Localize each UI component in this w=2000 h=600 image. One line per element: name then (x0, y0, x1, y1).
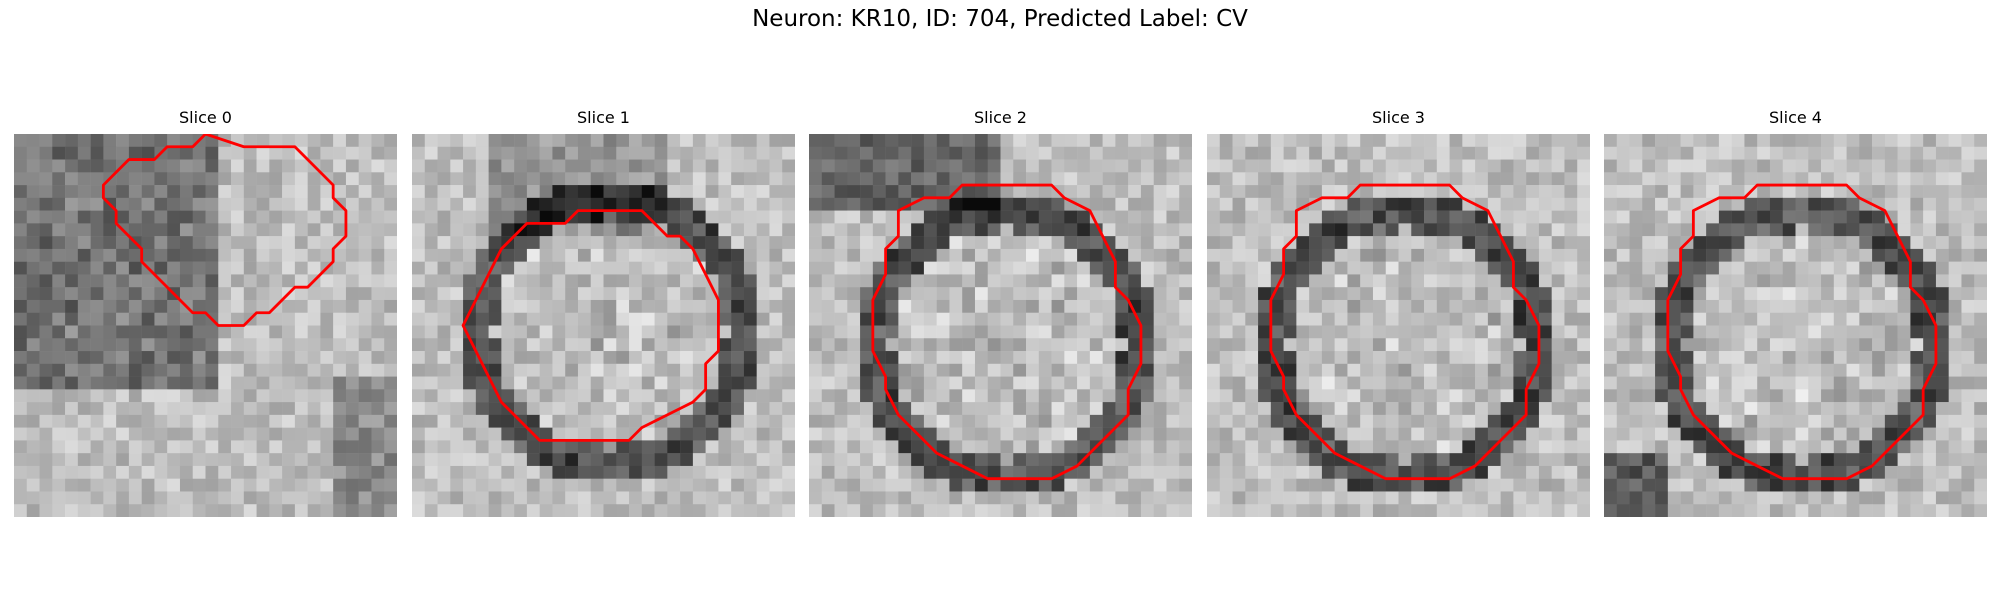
slice-2-contour (871, 183, 1143, 481)
slice-4-contour (1666, 183, 1938, 481)
slice-1-title: Slice 1 (577, 108, 630, 127)
slice-4-image (1604, 134, 1987, 517)
slice-2-image (809, 134, 1192, 517)
slice-3-image (1207, 134, 1590, 517)
slice-0-title: Slice 0 (179, 108, 232, 127)
slice-2-title: Slice 2 (974, 108, 1027, 127)
slice-1-contour (461, 209, 720, 442)
slice-3-title: Slice 3 (1372, 108, 1425, 127)
slice-3-contour (1269, 183, 1541, 481)
slice-0-image (14, 134, 397, 517)
figure-title: Neuron: KR10, ID: 704, Predicted Label: … (752, 6, 1248, 32)
slice-1-image (412, 134, 795, 517)
slice-4-title: Slice 4 (1769, 108, 1822, 127)
slice-0-contour (101, 134, 348, 327)
